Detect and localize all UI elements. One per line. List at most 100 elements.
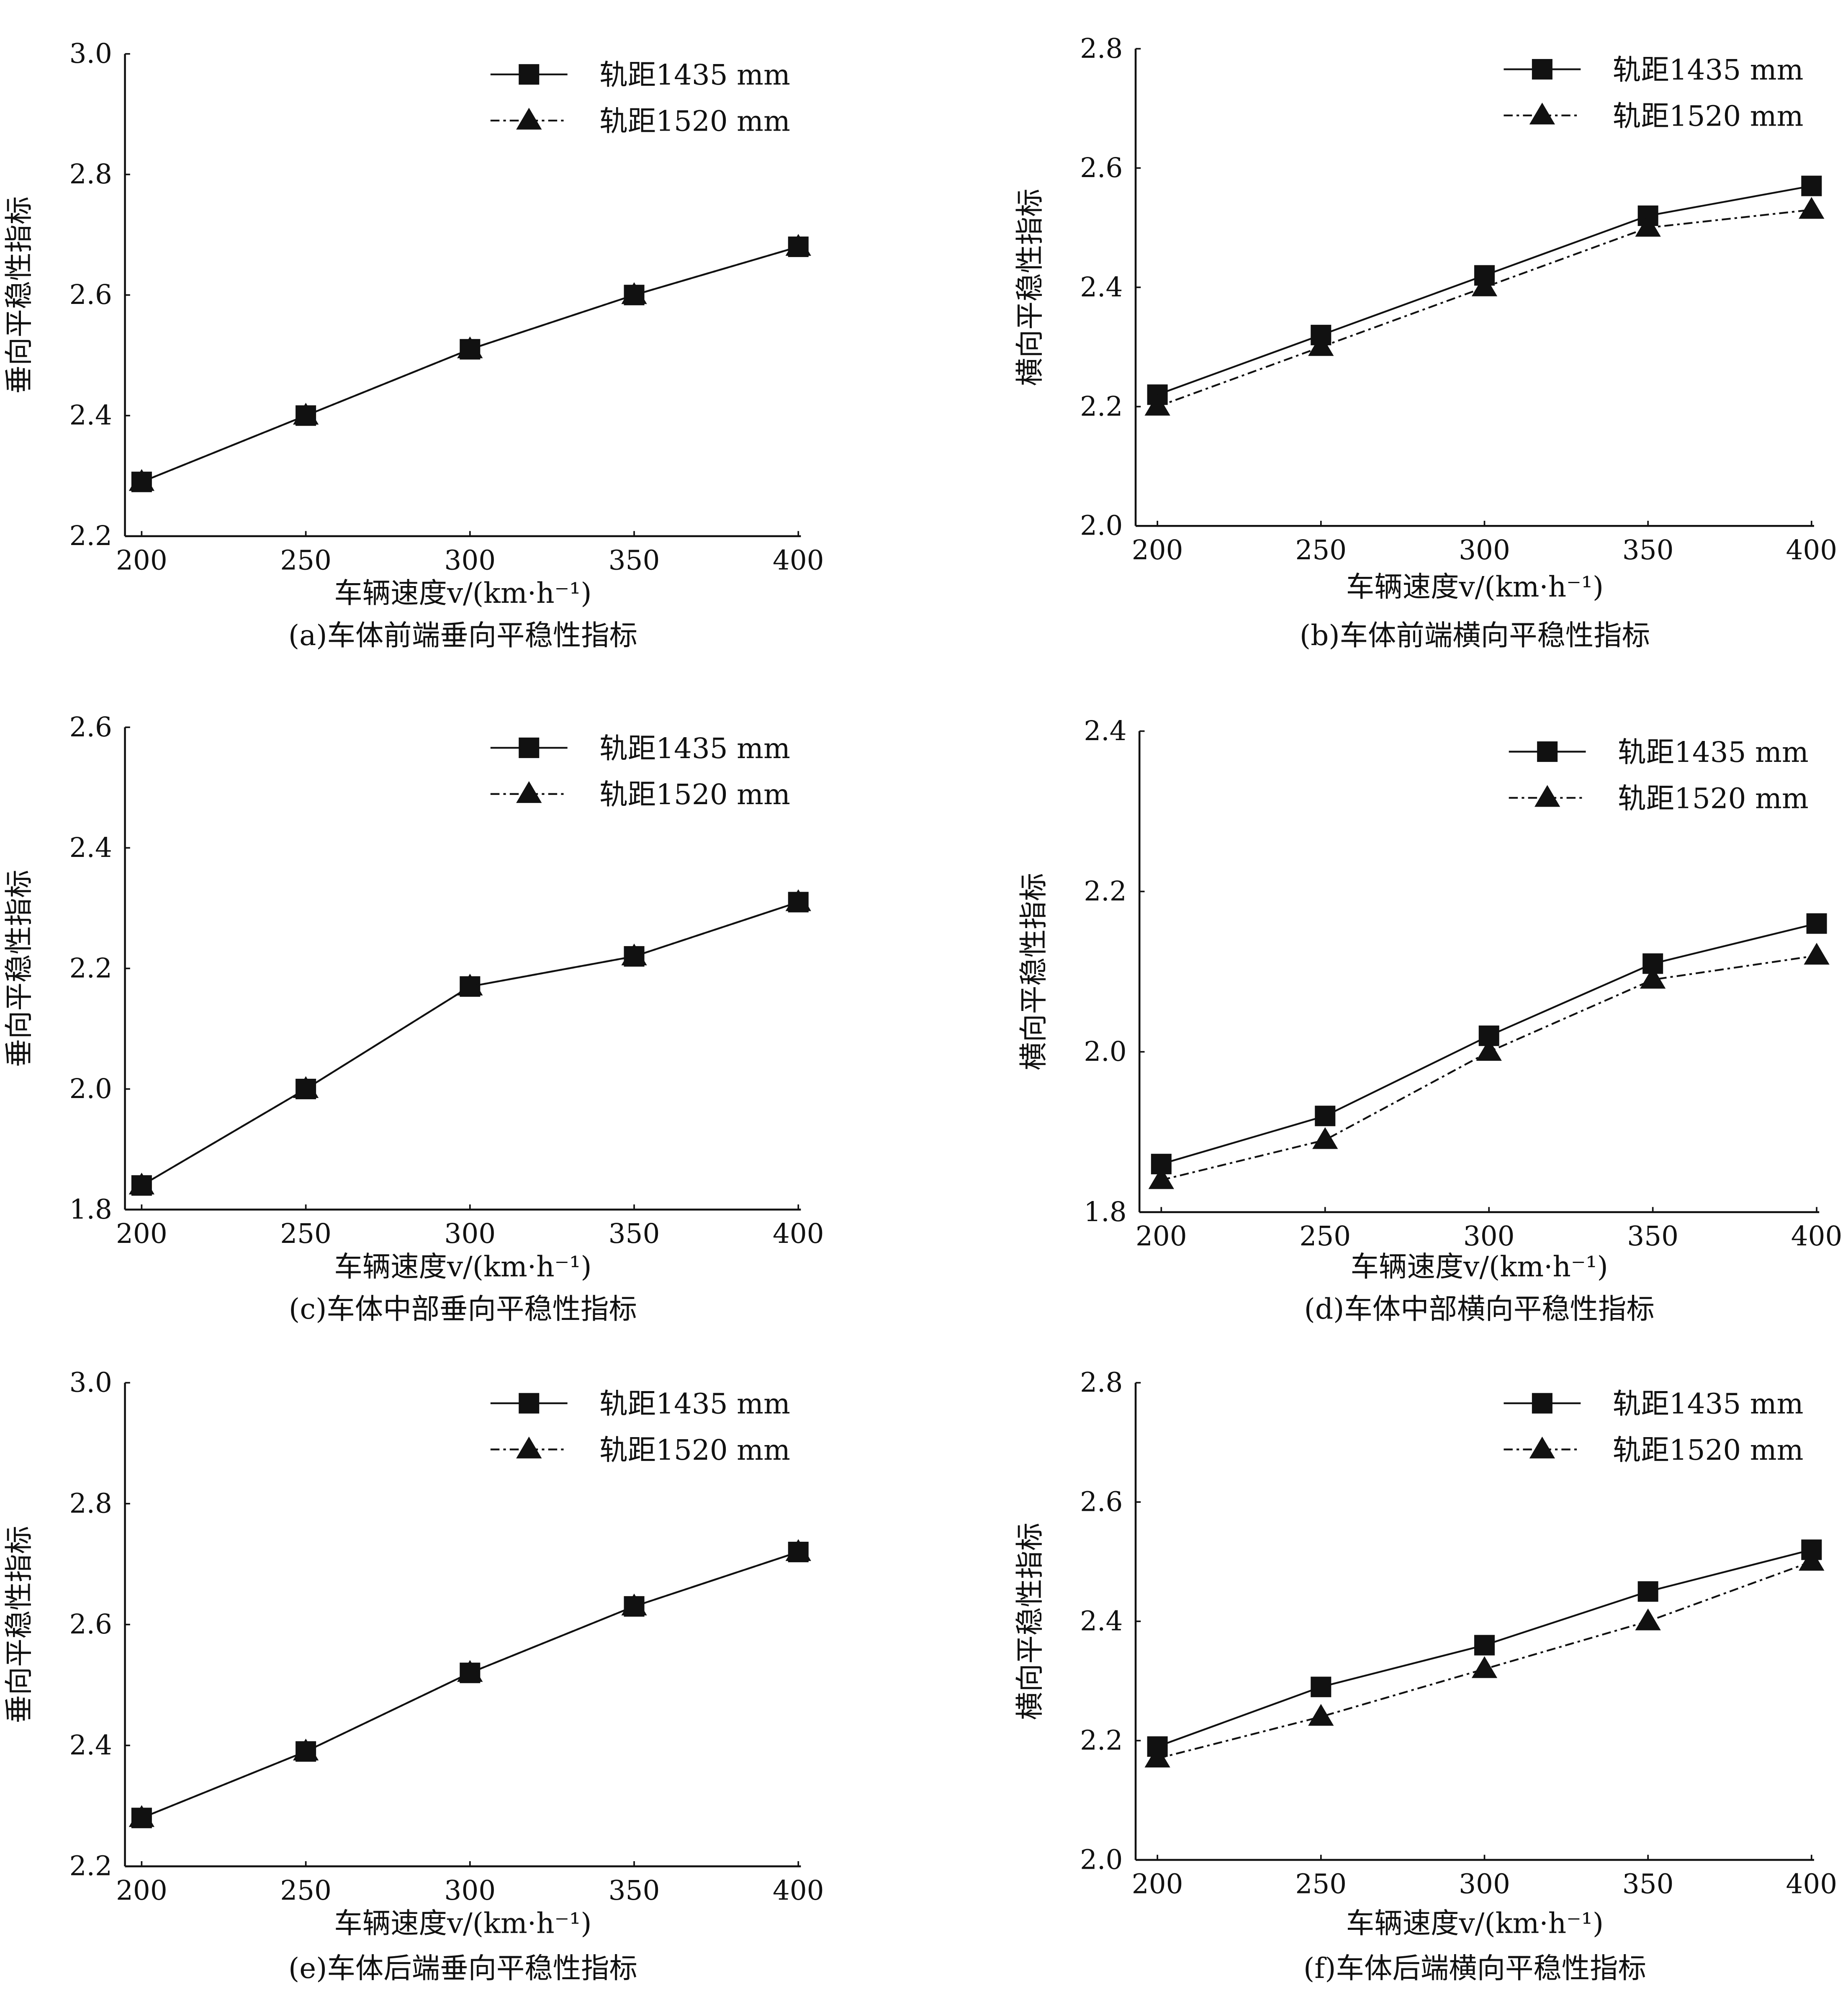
data-point [1635, 1608, 1661, 1631]
legend-label: 轨距1520 mm [599, 105, 790, 138]
x-tick-label: 250 [1299, 1221, 1351, 1252]
data-point [293, 403, 319, 425]
data-point [621, 1593, 647, 1615]
x-tick-label: 400 [1791, 1221, 1843, 1252]
y-tick-label: 2.6 [1080, 152, 1123, 184]
legend-label: 轨距1520 mm [599, 1433, 790, 1466]
data-point [1474, 1635, 1495, 1656]
data-point [1315, 1106, 1336, 1127]
x-tick-label: 200 [1136, 1221, 1187, 1252]
legend-marker [1532, 1393, 1552, 1414]
legend-marker [519, 737, 540, 758]
chart-panel-b: 2.0 2.2 2.4 2.6 2.8 200 250 300 350 400 横向平稳性指标车辆速… [1013, 33, 1837, 652]
legend-marker [516, 781, 542, 803]
x-tick-label: 300 [1463, 1221, 1515, 1252]
x-tick-label: 200 [116, 1218, 167, 1250]
y-tick-label: 2.4 [69, 832, 112, 864]
legend-label: 轨距1435 mm [1613, 1387, 1804, 1420]
legend-label: 轨距1520 mm [1613, 1433, 1804, 1466]
legend-label: 轨距1435 mm [599, 58, 790, 91]
y-tick-label: 2.0 [69, 1073, 112, 1105]
y-tick-label: 2.4 [69, 1730, 112, 1761]
data-point [1799, 1548, 1825, 1571]
x-axis-label: 车辆速度v/(km·h⁻¹) [334, 576, 591, 610]
y-tick-label: 3.0 [69, 38, 112, 69]
data-point [293, 1739, 319, 1761]
y-tick-label: 2.8 [69, 159, 112, 190]
legend-label: 轨距1520 mm [1618, 782, 1809, 815]
x-tick-label: 350 [609, 545, 660, 576]
x-tick-label: 250 [280, 1218, 332, 1250]
y-tick-label: 2.2 [69, 1851, 112, 1882]
y-tick-label: 2.2 [1084, 876, 1126, 907]
data-point [1804, 943, 1830, 965]
data-point [1806, 913, 1827, 934]
x-tick-label: 300 [1459, 535, 1510, 566]
x-tick-label: 400 [773, 545, 824, 576]
legend-marker [1529, 103, 1555, 125]
legend-marker [1529, 1436, 1555, 1458]
data-point [457, 1660, 483, 1682]
y-tick-label: 2.0 [1080, 510, 1123, 542]
chart-panel-d: 1.8 2.0 2.2 2.4 200 250 300 350 400 横向平稳性指标车辆速度v/… [1017, 715, 1842, 1325]
legend-label: 轨距1520 mm [1613, 99, 1804, 132]
chart-caption: (a)车体前端垂向平稳性指标 [288, 619, 637, 652]
data-point [293, 1076, 319, 1098]
x-tick-label: 250 [280, 1875, 332, 1906]
x-tick-label: 400 [1786, 535, 1837, 566]
x-tick-label: 250 [1295, 535, 1347, 566]
chart-panel-a: 2.2 2.4 2.6 2.8 3.0 200 250 300 350 400 垂向平稳性指标车辆速… [3, 38, 824, 652]
legend-label: 轨距1435 mm [599, 1387, 790, 1420]
series-line-0 [141, 901, 799, 1186]
data-point [1476, 1039, 1502, 1061]
x-tick-label: 250 [1295, 1869, 1347, 1900]
data-point [129, 1805, 155, 1827]
y-tick-label: 1.8 [69, 1194, 112, 1225]
series-line-1 [141, 901, 799, 1186]
data-point [1471, 1656, 1498, 1678]
y-tick-label: 2.8 [69, 1488, 112, 1519]
x-tick-label: 300 [444, 545, 496, 576]
legend-marker [519, 1393, 540, 1414]
legend-label: 轨距1435 mm [599, 732, 790, 765]
legend-label: 轨距1520 mm [599, 778, 790, 811]
data-point [1312, 1127, 1338, 1149]
x-tick-label: 200 [1132, 1869, 1183, 1900]
chart-panel-e: 2.2 2.4 2.6 2.8 3.0 200 250 300 350 400 垂向平稳性指标车辆速… [3, 1367, 824, 1985]
x-tick-label: 350 [1622, 535, 1674, 566]
data-point [785, 1539, 811, 1561]
series-line-0 [141, 246, 799, 483]
y-tick-label: 1.8 [1084, 1196, 1126, 1228]
data-point [1471, 274, 1498, 296]
legend-marker [516, 108, 542, 130]
x-tick-label: 350 [1627, 1221, 1678, 1252]
y-axis-label: 垂向平稳性指标 [3, 196, 36, 394]
y-tick-label: 2.6 [69, 1609, 112, 1640]
y-tick-label: 2.4 [1080, 1605, 1123, 1637]
x-tick-label: 350 [1622, 1869, 1674, 1900]
data-point [1308, 1704, 1334, 1726]
y-tick-label: 3.0 [69, 1367, 112, 1399]
x-tick-label: 400 [773, 1875, 824, 1906]
x-axis-label: 车辆速度v/(km·h⁻¹) [1346, 1907, 1604, 1940]
data-point [457, 973, 483, 996]
series-line-1 [1157, 209, 1812, 408]
legend-label: 轨距1435 mm [1613, 53, 1804, 86]
data-point [1311, 1677, 1331, 1698]
y-axis-label: 横向平稳性指标 [1013, 188, 1046, 386]
data-point [621, 282, 647, 304]
data-point [129, 1173, 155, 1195]
y-tick-label: 2.4 [1084, 715, 1126, 747]
x-tick-label: 300 [444, 1875, 496, 1906]
y-tick-label: 2.2 [69, 520, 112, 552]
y-axis-label: 垂向平稳性指标 [3, 1526, 36, 1723]
data-point [1635, 215, 1661, 237]
x-tick-label: 200 [116, 1875, 167, 1906]
y-tick-label: 2.4 [69, 400, 112, 431]
series-line-1 [1161, 954, 1817, 1181]
series-line-1 [141, 246, 799, 483]
y-axis-label: 横向平稳性指标 [1013, 1523, 1046, 1720]
y-tick-label: 2.8 [1080, 1367, 1123, 1399]
legend-label: 轨距1435 mm [1618, 736, 1809, 769]
